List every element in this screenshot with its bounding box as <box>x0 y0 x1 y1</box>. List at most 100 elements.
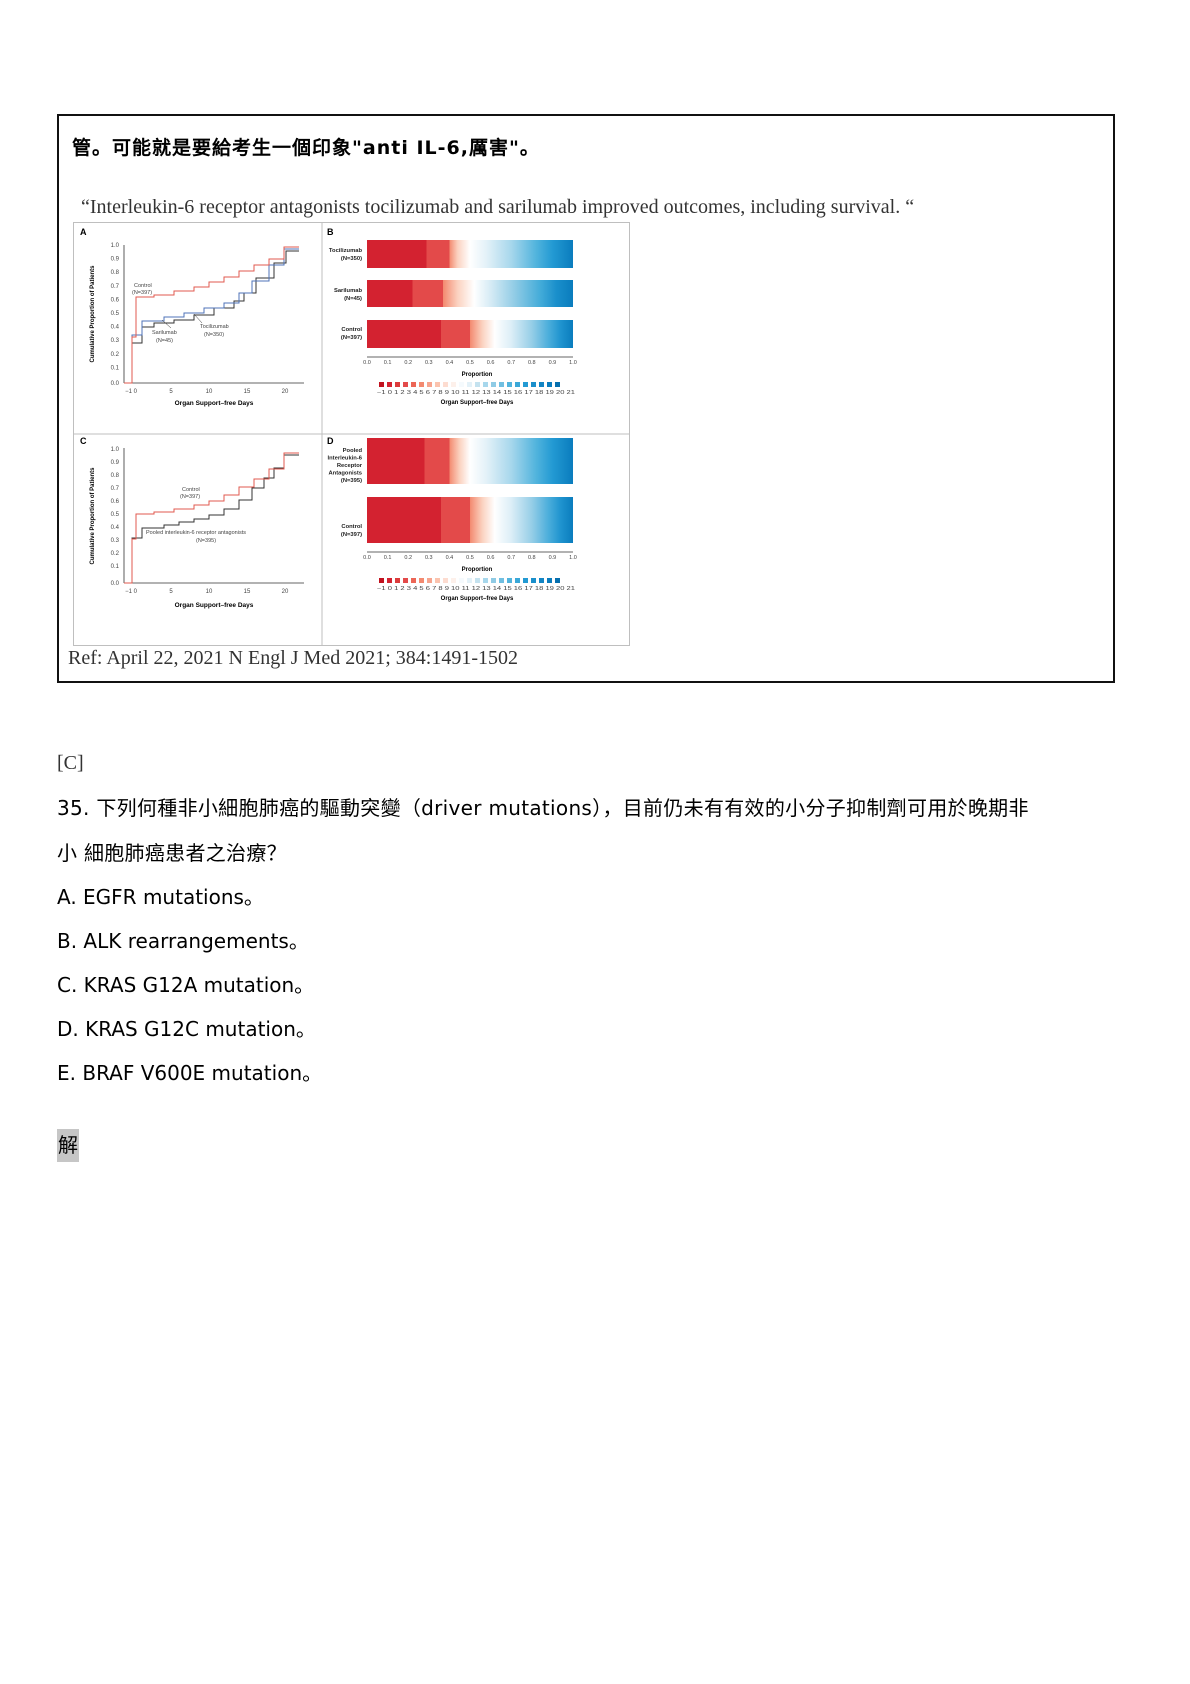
b-sari-n: (N=45) <box>344 296 362 302</box>
option-c: C. KRAS G12A mutation。 <box>57 973 315 997</box>
figure-box: 管。可能就是要給考生一個印象"anti IL-6,厲害"。 “Interleuk… <box>57 114 1115 683</box>
c-x-axis-title: Organ Support–free Days <box>175 602 254 609</box>
d-pool-label-1: Pooled <box>343 448 363 454</box>
d-pool-label-4: Antagonists <box>329 471 363 477</box>
b-prop-tick: 0.9 <box>549 360 557 366</box>
a-ytick: 0.7 <box>111 284 120 290</box>
c-xtick: 10 <box>206 589 213 595</box>
b-sari-label: Sarilumab <box>334 288 362 294</box>
nejm-figure: A B C D 1.0 0.9 0.8 0.7 0.6 0.5 0.4 0.3 … <box>73 222 630 646</box>
panel-d-bars: Pooled Interleukin-6 Receptor Antagonist… <box>328 438 577 602</box>
a-ytick: 0.0 <box>111 381 120 387</box>
nejm-quote: “Interleukin-6 receptor antagonists toci… <box>81 196 915 218</box>
b-toci-label: Tocilizumab <box>329 248 363 254</box>
panel-a-plot: 1.0 0.9 0.8 0.7 0.6 0.5 0.4 0.3 0.2 0.1 … <box>90 243 304 407</box>
d-prop-tick: 0.7 <box>507 555 515 561</box>
a-ytick: 1.0 <box>111 243 120 249</box>
option-e: E. BRAF V600E mutation。 <box>57 1061 323 1085</box>
c-ytick: 0.0 <box>111 581 120 587</box>
b-legend-numbers: −1 0 1 2 3 4 5 6 7 8 9 10 11 12 13 14 15… <box>377 390 575 396</box>
c-ytick: 0.6 <box>111 499 120 505</box>
b-legend-swatches <box>379 382 560 387</box>
d-ctrl-label: Control <box>341 524 362 530</box>
d-pool-label-2: Interleukin-6 <box>328 456 363 462</box>
b-sari-bar <box>367 280 573 307</box>
c-xtick: 5 <box>169 589 173 595</box>
panel-b-letter: B <box>327 227 334 237</box>
b-ctrl-label: Control <box>341 327 362 333</box>
c-ytick: 0.1 <box>111 564 120 570</box>
d-pool-bar <box>367 438 573 484</box>
c-ytick: 0.3 <box>111 538 120 544</box>
a-tocilizumab-label: Tocilizumab <box>200 324 229 330</box>
panel-c-letter: C <box>80 436 87 446</box>
a-ytick: 0.4 <box>111 325 120 331</box>
d-legend-title: Organ Support–free Days <box>441 596 514 602</box>
b-prop-tick: 0.3 <box>425 360 433 366</box>
b-prop-tick: 0.5 <box>466 360 474 366</box>
b-ctrl-bar <box>367 320 573 348</box>
d-legend-swatches <box>379 578 560 583</box>
a-x-axis-title: Organ Support–free Days <box>175 400 254 407</box>
a-xtick: −1 0 <box>125 389 138 395</box>
d-prop-tick: 0.5 <box>466 555 474 561</box>
a-ytick: 0.8 <box>111 270 120 276</box>
a-control-n: (N=397) <box>132 290 152 296</box>
solve-label: 解 <box>57 1129 79 1162</box>
d-prop-tick: 0.6 <box>487 555 495 561</box>
c-ytick: 0.4 <box>111 525 120 531</box>
option-d: D. KRAS G12C mutation。 <box>57 1017 316 1041</box>
c-ytick: 0.2 <box>111 551 120 557</box>
a-xtick: 20 <box>282 389 289 395</box>
b-toci-bar <box>367 240 573 268</box>
box-heading: 管。可能就是要給考生一個印象"anti IL-6,厲害"。 <box>72 137 540 159</box>
d-prop-tick: 0.9 <box>549 555 557 561</box>
b-ctrl-n: (N=397) <box>341 335 362 341</box>
d-prop-tick: 0.1 <box>384 555 392 561</box>
question-line-1: 35. 下列何種非小細胞肺癌的驅動突變（driver mutations），目前… <box>57 796 1029 820</box>
a-ytick: 0.2 <box>111 352 120 358</box>
answer-tag: [C] <box>57 752 84 774</box>
a-ytick: 0.9 <box>111 257 120 263</box>
d-prop-tick: 0.8 <box>528 555 536 561</box>
c-ytick: 0.9 <box>111 460 120 466</box>
a-control-label: Control <box>134 283 152 289</box>
d-prop-tick: 1.0 <box>569 555 577 561</box>
d-pool-label-3: Receptor <box>337 463 363 469</box>
b-prop-tick: 0.8 <box>528 360 536 366</box>
c-xtick: 15 <box>244 589 251 595</box>
c-ytick: 1.0 <box>111 447 120 453</box>
a-ytick: 0.3 <box>111 338 120 344</box>
b-prop-title: Proportion <box>462 372 493 378</box>
c-y-axis-title: Cumulative Proportion of Patients <box>90 467 96 565</box>
a-ytick: 0.1 <box>111 365 120 371</box>
c-ytick: 0.8 <box>111 473 120 479</box>
a-ytick: 0.5 <box>111 311 120 317</box>
c-control-n: (N=397) <box>180 494 200 500</box>
question-line-2: 小 細胞肺癌患者之治療？ <box>57 841 287 865</box>
option-a: A. EGFR mutations。 <box>57 885 264 909</box>
a-sarilumab-n: (N=45) <box>156 338 173 344</box>
d-legend-numbers: −1 0 1 2 3 4 5 6 7 8 9 10 11 12 13 14 15… <box>377 586 575 592</box>
c-xtick: −1 0 <box>125 589 138 595</box>
a-xtick: 10 <box>206 389 213 395</box>
c-ytick: 0.5 <box>111 512 120 518</box>
b-prop-tick: 0.6 <box>487 360 495 366</box>
a-ytick: 0.6 <box>111 297 120 303</box>
c-pooled-label: Pooled interleukin-6 receptor antagonist… <box>146 530 246 536</box>
c-ytick: 0.7 <box>111 486 120 492</box>
d-prop-title: Proportion <box>462 567 493 573</box>
c-xtick: 20 <box>282 589 289 595</box>
d-ctrl-bar <box>367 497 573 543</box>
d-prop-tick: 0.0 <box>363 555 371 561</box>
d-prop-tick: 0.2 <box>404 555 412 561</box>
c-control-label: Control <box>182 487 200 493</box>
reference: Ref: April 22, 2021 N Engl J Med 2021; 3… <box>68 647 518 669</box>
b-prop-tick: 1.0 <box>569 360 577 366</box>
b-toci-n: (N=350) <box>341 256 362 262</box>
panel-d-letter: D <box>327 436 334 446</box>
d-prop-tick: 0.3 <box>425 555 433 561</box>
c-pooled-n: (N=395) <box>196 538 216 544</box>
b-prop-tick: 0.0 <box>363 360 371 366</box>
b-prop-tick: 0.1 <box>384 360 392 366</box>
